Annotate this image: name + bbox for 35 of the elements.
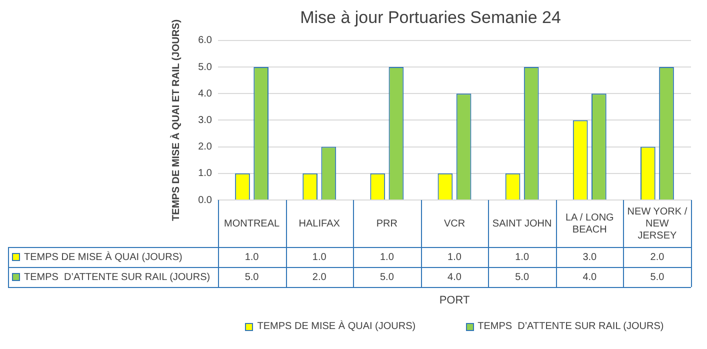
x-axis-title: PORT (439, 294, 470, 306)
data-label: 1.0 (380, 252, 394, 263)
data-label: 5.0 (380, 272, 394, 283)
y-tick-label: 2.0 (198, 142, 212, 153)
x-tick-label: SAINT JOHN (492, 218, 552, 230)
y-tick-label: 5.0 (198, 62, 212, 73)
x-tick-label: PRR (376, 218, 398, 230)
x-tick-label: VCR (444, 218, 466, 230)
y-tick-label: 1.0 (198, 168, 212, 180)
x-tick-label: LA / LONG BEACH (565, 212, 614, 236)
data-label: 5.0 (515, 272, 530, 283)
data-label: 5.0 (650, 272, 665, 283)
y-axis-title: TEMPS DE MISE À QUAI ET RAIL (JOURS) (170, 19, 182, 221)
data-label: 1.0 (312, 252, 327, 263)
data-label: 3.0 (582, 252, 598, 263)
text: TEMPS D’ATTENTE SUR RAIL (JOURS) (478, 321, 664, 332)
data-label: 4.0 (448, 272, 462, 283)
data-label: 5.0 (244, 272, 260, 283)
y-tick-label: 0.0 (198, 194, 212, 206)
chart-title: Mise à jour Portuaries Semanie 24 (300, 8, 561, 27)
data-label: 1.0 (448, 252, 462, 263)
data-label: 2.0 (650, 252, 665, 263)
x-tick-label: NEW YORK / NEW JERSEY (627, 206, 688, 242)
data-label: 4.0 (582, 272, 598, 283)
y-tick-label: 6.0 (198, 35, 212, 46)
x-tick-label: HALIFAX (298, 218, 340, 230)
legend-label: TEMPS DE MISE À QUAI (JOURS) (24, 250, 182, 263)
y-tick-label: 3.0 (198, 114, 212, 126)
legend-label: TEMPS D’ATTENTE SUR RAIL (JOURS) (24, 272, 210, 283)
text: TEMPS DE MISE À QUAI (JOURS) (257, 321, 416, 332)
y-tick-label: 4.0 (198, 88, 212, 100)
data-label: 1.0 (515, 252, 530, 263)
x-tick-label: MONTREAL (224, 218, 280, 230)
data-label: 1.0 (244, 252, 260, 263)
data-label: 2.0 (312, 272, 327, 283)
